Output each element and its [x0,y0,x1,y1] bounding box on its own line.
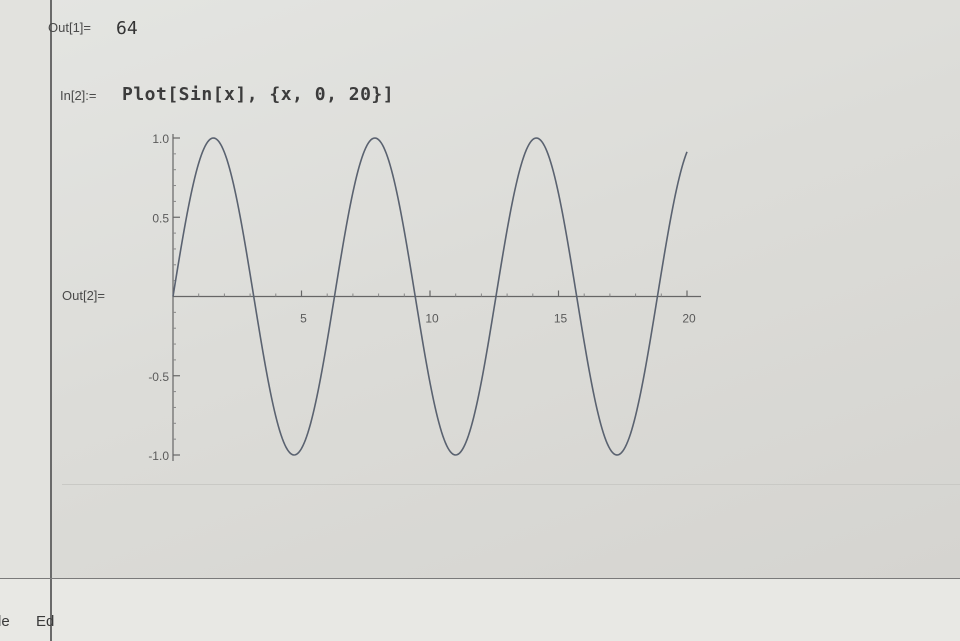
notebook-left-gutter [0,0,52,578]
in2-label: In[2]:= [60,88,97,103]
out2-label: Out[2]= [62,288,105,303]
y-tick-label--0.5: -0.5 [148,370,169,384]
sin-curve-line [172,137,688,456]
menu-item-file[interactable]: le [0,613,10,630]
out1-value: 64 [116,18,138,39]
x-tick-label-15: 15 [554,312,568,326]
y-tick-label--1: -1.0 [148,449,169,463]
bottom-menu-bar: le Ed [0,578,960,641]
notebook-document[interactable]: Out[1]= 64 In[2]:= Plot[Sin[x], {x, 0, 2… [48,0,960,578]
x-tick-label-20: 20 [682,312,696,326]
y-tick-label-1: 1.0 [152,132,169,146]
cell-separator [62,484,960,485]
in2-input-code[interactable]: Plot[Sin[x], {x, 0, 20}] [122,84,395,105]
y-tick-label-0.5: 0.5 [152,211,169,225]
y-ticks: 1.0 0.5 -0.5 -1.0 [148,132,180,463]
x-ticks: 5 10 15 20 [300,290,696,326]
menu-item-edit[interactable]: Ed [36,613,55,630]
x-tick-label-5: 5 [300,312,307,326]
x-tick-label-10: 10 [425,312,439,326]
bottom-divider [50,579,52,641]
out1-label: Out[1]= [48,20,91,35]
